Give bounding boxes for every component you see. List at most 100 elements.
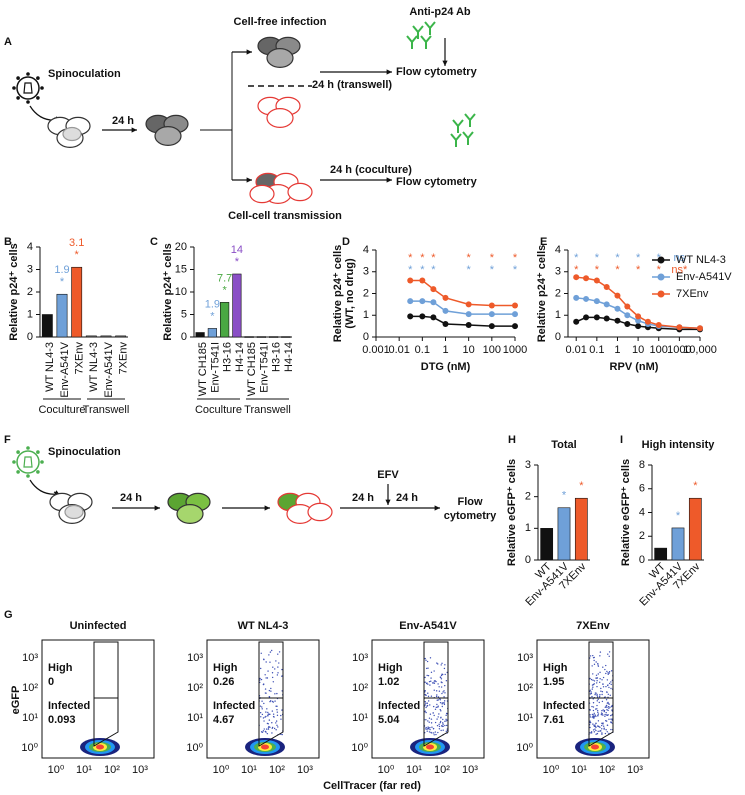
event (593, 714, 595, 716)
event (437, 705, 439, 707)
event (602, 686, 605, 688)
data-point (465, 301, 472, 308)
event (595, 722, 597, 725)
virus-spike (16, 76, 20, 80)
gate-value: 5.04 (378, 714, 400, 726)
gate-infected (258, 697, 284, 747)
gate-value: 0.26 (213, 676, 234, 688)
event (271, 672, 274, 674)
label: Flow (457, 496, 482, 508)
data-point (603, 283, 610, 290)
event (437, 731, 439, 734)
event (602, 683, 604, 685)
y-tick-label: 20 (175, 241, 187, 253)
event (275, 705, 277, 707)
event (595, 729, 597, 732)
event (608, 671, 611, 673)
event (438, 725, 441, 728)
y-axis-label: Relative eGFP⁺ cells (506, 459, 518, 566)
event (432, 712, 434, 714)
y-tick-label: 8 (639, 459, 645, 471)
x-axis-label: RPV (nM) (610, 361, 659, 373)
event (596, 696, 599, 698)
data-point (593, 314, 600, 321)
significance: * (467, 252, 472, 264)
event (265, 715, 267, 718)
x-tick-label: 10 (632, 344, 644, 356)
event (442, 702, 445, 704)
cell (266, 48, 294, 68)
y-tick-label: 10¹ (22, 712, 38, 724)
event (602, 714, 604, 716)
event (594, 728, 596, 730)
y-tick-label: 5 (181, 308, 187, 320)
data-point (624, 312, 631, 319)
event (272, 681, 275, 683)
data-point (442, 307, 449, 314)
event (609, 694, 611, 696)
event (277, 672, 279, 674)
event (597, 662, 599, 665)
event (437, 716, 439, 718)
virus (16, 450, 40, 474)
event (278, 651, 281, 653)
event (268, 689, 271, 692)
event (602, 676, 605, 679)
y-tick-label: 3 (555, 266, 561, 278)
event (444, 664, 446, 666)
event (610, 728, 612, 731)
event (276, 674, 279, 676)
event (439, 721, 442, 724)
y-tick-label: 2 (525, 491, 531, 503)
data-point (635, 313, 642, 320)
y-tick-label: 10⁰ (21, 742, 38, 754)
series-line (410, 315, 515, 327)
y-tick-label: 2 (363, 287, 369, 299)
x-tick-label: Env-T541I (209, 342, 221, 393)
event (431, 682, 434, 684)
virus-spike (12, 86, 16, 90)
event (599, 671, 601, 674)
event (598, 701, 600, 704)
x-tick-label: 0.01 (388, 344, 409, 356)
significance: * (210, 310, 215, 322)
event (442, 729, 444, 731)
event (597, 720, 600, 722)
event (592, 702, 595, 704)
virus-spike (36, 470, 40, 474)
event (610, 687, 612, 690)
arrow-head (442, 60, 448, 66)
event (610, 670, 613, 672)
data-point (442, 294, 449, 301)
event (595, 733, 597, 736)
event (607, 706, 610, 708)
x-tick-label: 10² (269, 764, 285, 776)
event (271, 710, 274, 712)
virus-spike (36, 76, 40, 80)
event (277, 666, 279, 668)
event (595, 674, 598, 676)
event (604, 706, 606, 709)
event (608, 686, 610, 689)
antibody (452, 119, 464, 133)
event (431, 726, 433, 728)
event (281, 690, 283, 692)
significance: * (222, 284, 227, 296)
event (265, 711, 267, 713)
event (596, 732, 599, 735)
event (599, 730, 602, 732)
y-tick-label: 3 (27, 263, 33, 275)
event (434, 721, 437, 724)
bar (574, 497, 588, 561)
y-tick-label: 10² (352, 682, 368, 694)
x-tick-label: WT NL4-3 (44, 342, 56, 392)
event (440, 674, 443, 677)
event (437, 683, 439, 685)
value-label: 1.9 (54, 264, 69, 276)
event (599, 655, 601, 657)
event (592, 729, 595, 731)
chart-title: Total (551, 439, 576, 451)
event (593, 683, 595, 685)
label: Flow cytometry (396, 66, 478, 78)
x-tick-label: 10² (599, 764, 615, 776)
